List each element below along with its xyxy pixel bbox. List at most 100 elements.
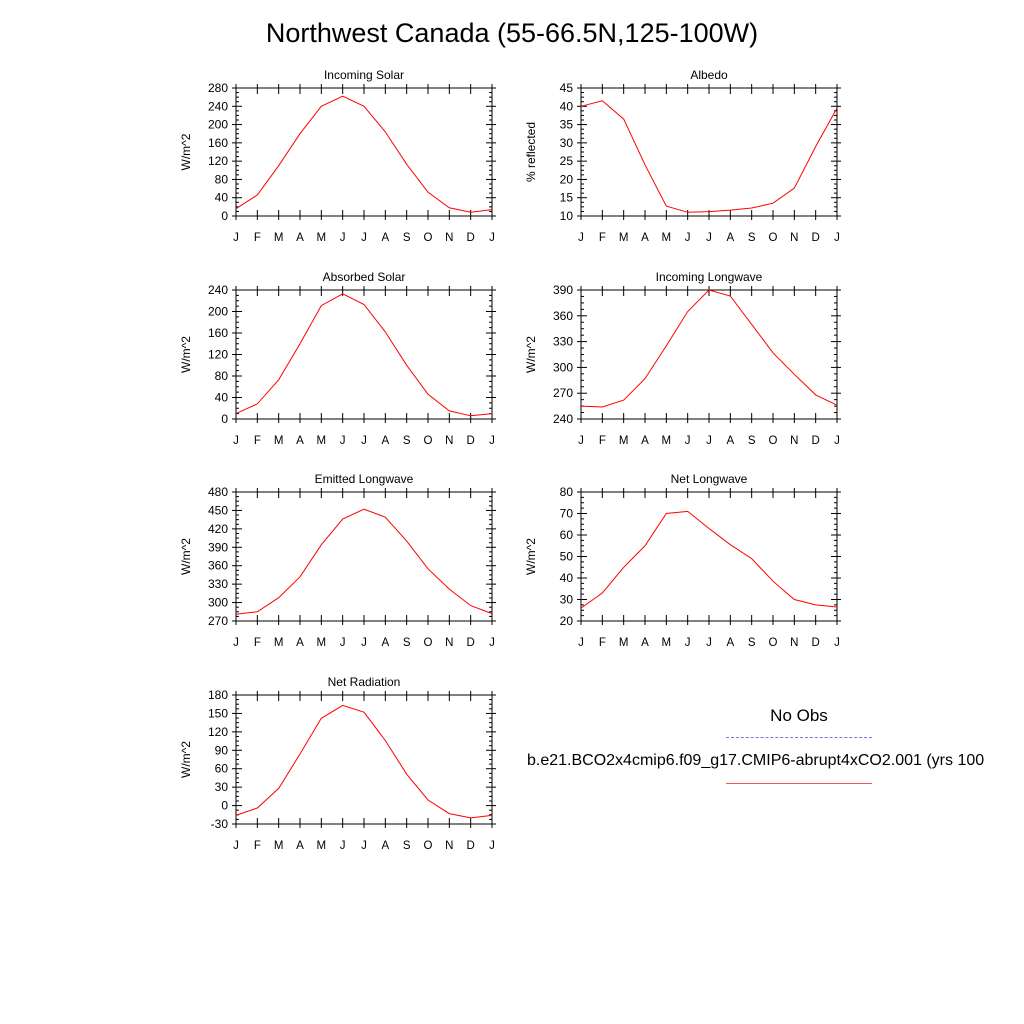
series-line [235,95,493,213]
y-tick-label: 40 [560,571,574,585]
y-tick-label: 70 [560,507,574,521]
series-line [580,510,838,609]
x-tick-label: J [578,435,584,447]
x-tick-label: D [467,637,475,649]
x-tick-label: J [233,840,239,852]
x-tick-label: J [578,637,584,649]
y-axis-label: W/m^2 [179,336,193,373]
x-tick-label: J [340,840,346,852]
x-tick-label: S [403,637,411,649]
x-tick-label: J [706,232,712,244]
x-tick-label: M [662,435,672,447]
x-tick-label: A [641,232,649,244]
y-tick-label: 150 [208,706,228,720]
panel-title: Emitted Longwave [315,472,414,486]
y-axis-label: W/m^2 [179,741,193,778]
x-tick-label: A [726,232,734,244]
x-tick-label: D [812,637,820,649]
y-tick-label: 0 [221,412,228,426]
y-tick-label: 40 [215,391,229,405]
y-tick-label: 40 [560,99,574,113]
y-tick-label: 480 [208,485,228,499]
x-tick-label: A [296,840,304,852]
x-tick-label: M [619,637,629,649]
x-tick-label: F [254,637,261,649]
x-tick-label: M [317,435,327,447]
x-tick-label: S [748,435,756,447]
x-tick-label: A [726,637,734,649]
y-tick-label: 200 [208,305,228,319]
x-tick-label: M [662,637,672,649]
x-tick-label: M [317,637,327,649]
x-tick-label: M [317,840,327,852]
y-tick-label: 180 [208,688,228,702]
x-tick-label: A [641,637,649,649]
x-tick-label: N [445,840,453,852]
x-tick-label: J [340,435,346,447]
panel-title: Net Radiation [328,675,401,689]
y-tick-label: 360 [208,559,228,573]
x-tick-label: M [274,840,284,852]
x-tick-label: D [812,232,820,244]
y-tick-label: 240 [553,412,573,426]
x-tick-label: J [685,232,691,244]
legend-case-line [726,783,872,784]
y-tick-label: 25 [560,154,574,168]
x-tick-label: A [641,435,649,447]
x-tick-label: A [296,232,304,244]
plot-frame [235,289,493,420]
y-axis-label: W/m^2 [524,538,538,575]
x-tick-label: F [254,232,261,244]
x-tick-label: O [769,637,778,649]
plot-frame [580,87,838,217]
x-tick-label: N [445,637,453,649]
y-tick-label: 90 [215,743,229,757]
x-tick-label: A [296,637,304,649]
y-tick-label: 20 [560,172,574,186]
page-title: Northwest Canada (55-66.5N,125-100W) [265,18,759,48]
x-tick-label: J [233,637,239,649]
x-tick-label: F [599,435,606,447]
x-tick-label: M [619,232,629,244]
y-tick-label: 30 [560,593,574,607]
series-line [580,289,838,408]
y-tick-label: 45 [560,81,574,95]
y-tick-label: 80 [560,485,574,499]
x-tick-label: J [706,637,712,649]
y-tick-label: 10 [560,209,574,223]
x-tick-label: J [489,232,495,244]
x-tick-label: M [619,435,629,447]
panel-title: Albedo [690,68,728,82]
x-tick-label: F [254,435,261,447]
x-tick-label: S [403,232,411,244]
x-tick-label: S [403,840,411,852]
x-tick-label: J [361,637,367,649]
y-tick-label: 450 [208,503,228,517]
y-tick-label: 360 [553,309,573,323]
series-line [235,293,493,417]
y-tick-label: 80 [215,369,229,383]
x-tick-label: F [599,637,606,649]
x-tick-label: N [790,637,798,649]
y-tick-label: 420 [208,522,228,536]
y-tick-label: 270 [208,614,228,628]
y-tick-label: 40 [215,191,229,205]
y-tick-label: 60 [560,528,574,542]
x-tick-label: N [445,232,453,244]
y-tick-label: 240 [208,99,228,113]
series-line [580,100,838,213]
x-tick-label: J [706,435,712,447]
x-tick-label: S [403,435,411,447]
x-tick-label: F [599,232,606,244]
x-tick-label: J [361,840,367,852]
y-tick-label: 390 [208,540,228,554]
panel-title: Incoming Longwave [656,270,763,284]
y-tick-label: 120 [208,154,228,168]
y-tick-label: -30 [211,817,229,831]
x-tick-label: D [467,232,475,244]
y-tick-label: 30 [215,780,229,794]
